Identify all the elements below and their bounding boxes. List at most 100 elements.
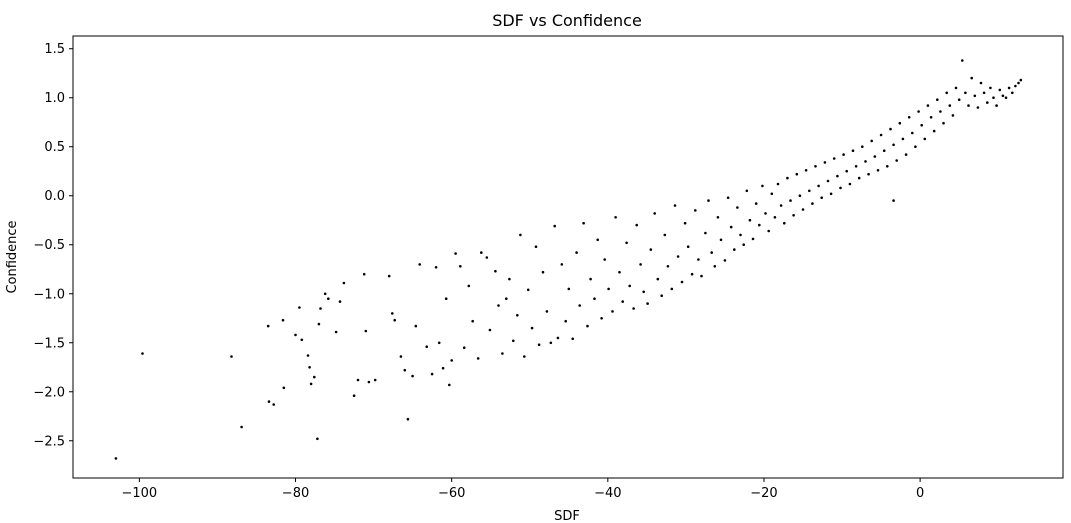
data-point: [240, 425, 243, 429]
data-point: [294, 333, 297, 337]
data-point: [942, 121, 945, 125]
data-point: [907, 116, 911, 119]
data-point: [939, 110, 942, 113]
data-point: [646, 302, 649, 305]
data-points: [114, 59, 1023, 460]
data-point: [861, 145, 864, 148]
y-tick-label: 1.5: [44, 42, 65, 57]
data-point: [526, 288, 530, 292]
data-point: [553, 224, 556, 228]
data-point: [857, 176, 861, 180]
y-tick-label: −2.5: [33, 434, 65, 449]
data-point: [945, 91, 948, 95]
data-point: [729, 225, 733, 229]
data-point: [476, 357, 480, 360]
data-point: [578, 304, 581, 307]
x-tick-label: −100: [122, 486, 158, 501]
data-point: [967, 104, 970, 107]
data-point: [982, 91, 986, 95]
data-point: [680, 280, 684, 284]
data-point: [795, 172, 799, 176]
data-point: [582, 221, 585, 225]
data-point: [485, 256, 489, 259]
data-point: [628, 284, 631, 288]
y-tick-label: −0.5: [33, 238, 65, 253]
data-point: [826, 179, 830, 183]
data-point: [639, 263, 642, 266]
data-point: [364, 329, 368, 333]
data-point: [437, 341, 441, 345]
data-point: [534, 245, 538, 248]
data-point: [882, 149, 886, 152]
x-tick-label: −80: [282, 486, 309, 501]
data-point: [586, 324, 589, 328]
data-point: [914, 145, 917, 148]
data-point: [936, 98, 939, 101]
data-point: [549, 341, 553, 345]
data-point: [282, 386, 286, 390]
data-point: [820, 196, 823, 199]
data-point: [393, 318, 397, 322]
data-point: [488, 328, 492, 332]
data-point: [789, 199, 792, 202]
data-point: [970, 76, 973, 80]
x-tick-label: −60: [438, 486, 465, 501]
data-point: [556, 336, 560, 340]
y-tick-label: 1.0: [44, 91, 65, 106]
data-point: [676, 255, 680, 258]
data-point: [441, 366, 445, 370]
data-point: [462, 346, 466, 350]
data-point: [281, 318, 285, 322]
data-point: [808, 189, 811, 193]
data-point: [300, 338, 304, 342]
data-point: [1004, 96, 1008, 99]
data-point: [575, 251, 578, 254]
data-point: [716, 216, 720, 219]
data-point: [266, 324, 270, 328]
y-tick-label: 0.5: [44, 140, 65, 155]
data-point: [854, 165, 858, 168]
data-point: [848, 182, 852, 186]
data-point: [356, 378, 360, 382]
data-point: [767, 229, 770, 233]
data-point: [864, 160, 867, 163]
data-point: [411, 374, 414, 378]
data-point: [823, 161, 827, 164]
data-point: [308, 366, 311, 369]
data-point: [873, 155, 877, 158]
data-point: [829, 192, 833, 196]
data-point: [508, 277, 511, 281]
data-point: [845, 169, 848, 173]
data-point: [989, 86, 992, 90]
data-point: [957, 98, 961, 101]
data-point: [954, 86, 958, 90]
data-point: [471, 319, 475, 323]
data-point: [309, 382, 313, 386]
data-point: [560, 263, 564, 266]
data-point: [607, 287, 610, 291]
data-point: [334, 330, 338, 334]
data-point: [842, 153, 845, 156]
data-point: [632, 307, 635, 310]
data-point: [792, 214, 795, 217]
data-point: [779, 204, 783, 207]
data-point: [425, 345, 429, 349]
data-point: [976, 106, 980, 109]
data-point: [530, 326, 534, 330]
data-point: [618, 270, 621, 274]
data-point: [758, 223, 761, 227]
data-point: [323, 292, 327, 296]
data-point: [876, 169, 880, 172]
data-point: [964, 91, 967, 95]
data-point: [986, 101, 989, 104]
data-point: [1019, 78, 1023, 82]
data-point: [707, 199, 710, 202]
data-point: [832, 157, 836, 160]
data-point: [342, 281, 346, 285]
data-point: [898, 121, 902, 125]
data-point: [697, 258, 700, 261]
data-point: [272, 403, 276, 406]
y-tick-label: −1.5: [33, 336, 65, 351]
